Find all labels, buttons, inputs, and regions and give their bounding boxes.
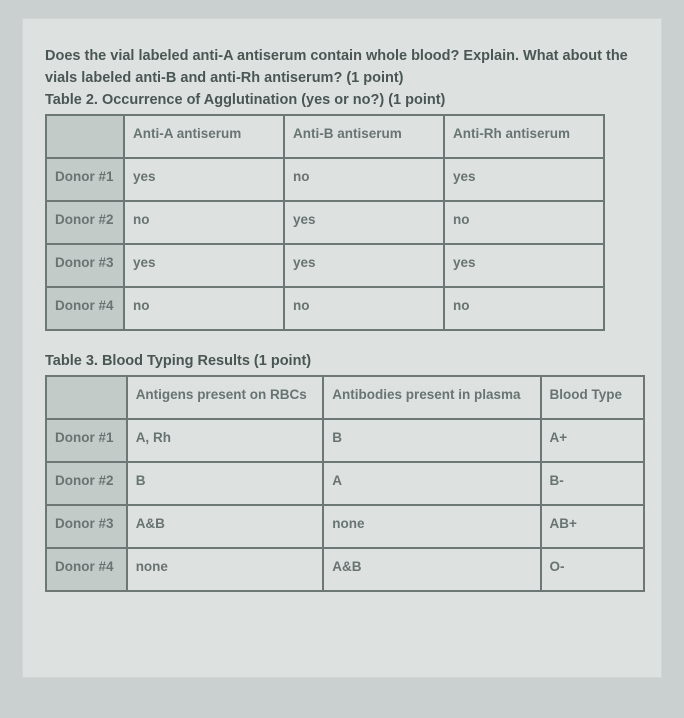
table3-header-row: Antigens present on RBCs Antibodies pres… — [46, 376, 644, 419]
donor-label: Donor #4 — [46, 548, 127, 591]
table2-col1-header: Anti-A antiserum — [124, 115, 284, 158]
cell: no — [444, 287, 604, 330]
question-line-1: Does the vial labeled anti-A antiserum c… — [45, 47, 639, 67]
cell: yes — [284, 201, 444, 244]
cell: A+ — [541, 419, 644, 462]
table-row: Donor #3 A&B none AB+ — [46, 505, 644, 548]
table3-col1-header: Antigens present on RBCs — [127, 376, 324, 419]
cell: B — [323, 419, 540, 462]
table3-col2-header: Antibodies present in plasma — [323, 376, 540, 419]
table-3-blood-typing: Antigens present on RBCs Antibodies pres… — [45, 375, 645, 592]
cell: no — [444, 201, 604, 244]
cell: A&B — [323, 548, 540, 591]
cell: A&B — [127, 505, 324, 548]
question-line-2: vials labeled anti-B and anti-Rh antiser… — [45, 69, 639, 89]
cell: none — [127, 548, 324, 591]
cell: O- — [541, 548, 644, 591]
table-row: Donor #1 A, Rh B A+ — [46, 419, 644, 462]
cell: yes — [124, 158, 284, 201]
table3-caption: Table 3. Blood Typing Results (1 point) — [45, 353, 639, 369]
donor-label: Donor #1 — [46, 158, 124, 201]
table2-header-row: Anti-A antiserum Anti-B antiserum Anti-R… — [46, 115, 604, 158]
table2-col3-header: Anti-Rh antiserum — [444, 115, 604, 158]
table3-col3-header: Blood Type — [541, 376, 644, 419]
donor-label: Donor #1 — [46, 419, 127, 462]
cell: no — [124, 287, 284, 330]
cell: B- — [541, 462, 644, 505]
table2-col2-header: Anti-B antiserum — [284, 115, 444, 158]
table-row: Donor #4 no no no — [46, 287, 604, 330]
table2-corner — [46, 115, 124, 158]
table-row: Donor #4 none A&B O- — [46, 548, 644, 591]
cell: A — [323, 462, 540, 505]
cell: no — [124, 201, 284, 244]
table-row: Donor #2 B A B- — [46, 462, 644, 505]
cell: no — [284, 158, 444, 201]
cell: A, Rh — [127, 419, 324, 462]
cell: yes — [284, 244, 444, 287]
donor-label: Donor #3 — [46, 505, 127, 548]
cell: yes — [444, 244, 604, 287]
worksheet-page: Does the vial labeled anti-A antiserum c… — [22, 18, 662, 678]
cell: yes — [444, 158, 604, 201]
table2-caption: Table 2. Occurrence of Agglutination (ye… — [45, 92, 639, 108]
table-row: Donor #3 yes yes yes — [46, 244, 604, 287]
table-row: Donor #2 no yes no — [46, 201, 604, 244]
cell: AB+ — [541, 505, 644, 548]
donor-label: Donor #3 — [46, 244, 124, 287]
table3-corner — [46, 376, 127, 419]
donor-label: Donor #2 — [46, 201, 124, 244]
cell: yes — [124, 244, 284, 287]
cell: no — [284, 287, 444, 330]
table-row: Donor #1 yes no yes — [46, 158, 604, 201]
donor-label: Donor #2 — [46, 462, 127, 505]
cell: none — [323, 505, 540, 548]
cell: B — [127, 462, 324, 505]
table-2-agglutination: Anti-A antiserum Anti-B antiserum Anti-R… — [45, 114, 605, 331]
donor-label: Donor #4 — [46, 287, 124, 330]
